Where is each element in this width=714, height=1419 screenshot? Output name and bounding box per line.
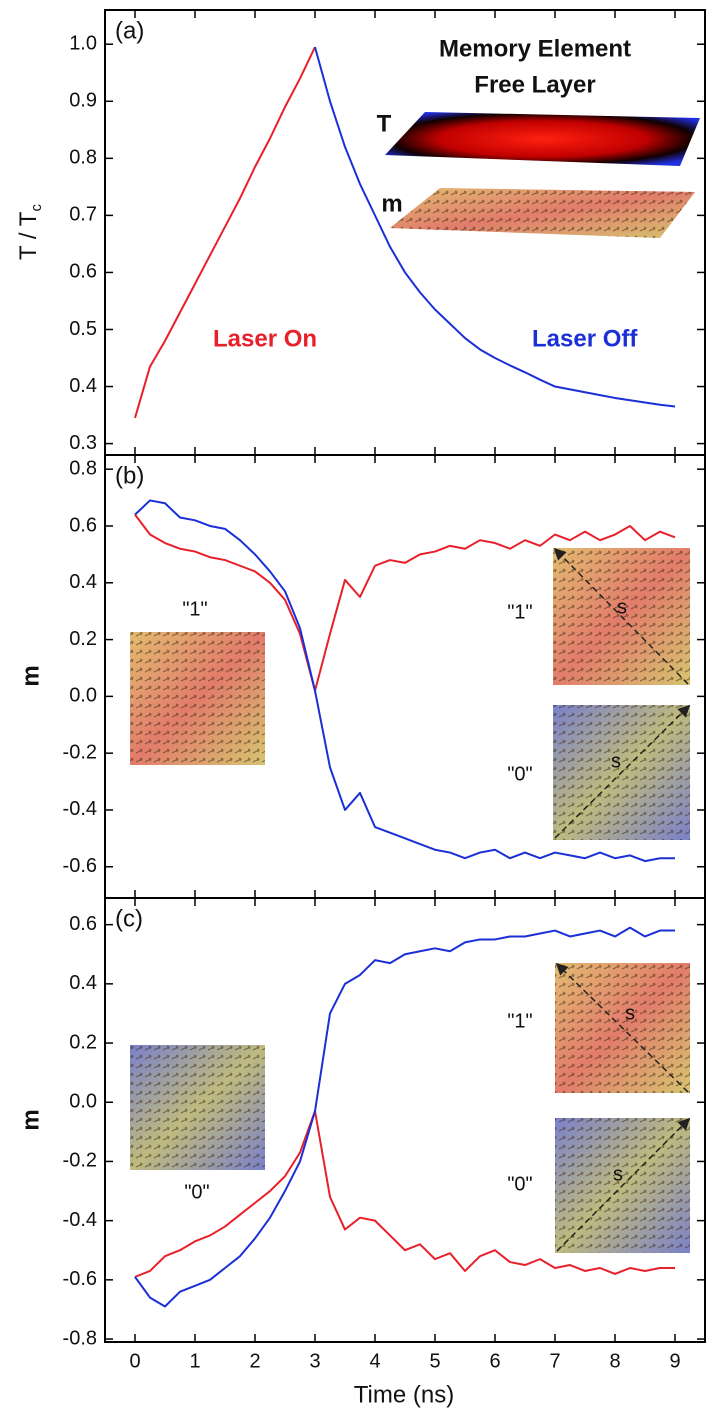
annotation: s [613, 1163, 623, 1185]
x-tick-label: 4 [369, 1350, 380, 1372]
annotation: "1" [507, 601, 532, 623]
path-arrow [555, 962, 689, 1093]
panel-label: (b) [115, 462, 144, 489]
data-line [134, 1110, 675, 1278]
panel-label: (c) [115, 905, 143, 932]
data-line [314, 46, 676, 408]
y-tick-label: -0.6 [63, 855, 97, 877]
annotation: Laser Off [532, 325, 638, 352]
y-axis-label: m [17, 665, 44, 686]
spin-texture-arrows [130, 632, 265, 765]
x-tick-label: 7 [549, 1350, 560, 1372]
y-tick-label: -0.4 [63, 1209, 97, 1231]
temperature-plate [385, 112, 700, 166]
data-line [134, 499, 675, 863]
annotation: "1" [507, 1010, 532, 1032]
data-line [134, 46, 316, 419]
annotation: "0" [507, 1173, 532, 1195]
annotation: "1" [182, 598, 207, 620]
y-tick-label: 0.0 [69, 685, 97, 707]
path-arrow [556, 1117, 691, 1252]
annotation: s [625, 1002, 635, 1024]
annotation: Laser On [213, 325, 317, 352]
x-axis-label: Time (ns) [354, 1381, 454, 1408]
y-tick-label: 0.8 [69, 147, 97, 169]
x-tick-label: 5 [429, 1350, 440, 1372]
y-axis-label-subscript: c [28, 204, 45, 212]
path-arrow [554, 704, 691, 839]
panel-label: (a) [115, 17, 144, 44]
y-tick-label: 0.4 [69, 972, 97, 994]
y-tick-label: 0.4 [69, 571, 97, 593]
y-tick-label: 0.6 [69, 261, 97, 283]
y-tick-label: -0.2 [63, 741, 97, 763]
annotation: s [611, 750, 621, 772]
y-tick-label: -0.4 [63, 798, 97, 820]
y-axis-label-main: T / T [15, 211, 42, 260]
annotation: T [377, 110, 392, 137]
y-tick-label: 0.6 [69, 913, 97, 935]
y-tick-label: 0.6 [69, 514, 97, 536]
data-line [134, 926, 675, 1308]
y-tick-label: 0.7 [69, 204, 97, 226]
annotation: m [381, 190, 402, 217]
annotation: Memory Element [439, 35, 631, 62]
x-tick-label: 9 [669, 1350, 680, 1372]
y-tick-label: 0.5 [69, 318, 97, 340]
y-tick-label: 0.2 [69, 1031, 97, 1053]
y-tick-label: 0.0 [69, 1091, 97, 1113]
y-tick-label: 0.9 [69, 90, 97, 112]
spin-plate-arrows [390, 188, 695, 238]
spin-texture-arrows [130, 1045, 265, 1170]
y-tick-label: -0.2 [63, 1150, 97, 1172]
x-tick-label: 1 [189, 1350, 200, 1372]
x-tick-label: 0 [129, 1350, 140, 1372]
annotation: "0" [184, 1181, 209, 1203]
annotation: Free Layer [474, 71, 595, 98]
inset-a: Memory Element Free Layer T m Laser On L… [213, 35, 700, 352]
y-tick-label: -0.8 [63, 1327, 97, 1349]
path-arrow [553, 547, 689, 685]
y-tick-label: -0.6 [63, 1268, 97, 1290]
x-tick-label: 8 [609, 1350, 620, 1372]
x-tick-label: 6 [489, 1350, 500, 1372]
y-tick-label: 0.2 [69, 628, 97, 650]
x-tick-label: 3 [309, 1350, 320, 1372]
annotation: "0" [507, 763, 532, 785]
y-axis-label: T / Tc [15, 204, 45, 260]
inset-b: "1" "1" s "0" s [130, 547, 691, 840]
x-tick-label: 2 [249, 1350, 260, 1372]
annotation: s [617, 596, 627, 618]
y-axis-label: m [17, 1109, 44, 1130]
inset-c: "1" s "0" s "0" [130, 962, 691, 1253]
y-tick-label: 0.4 [69, 375, 97, 397]
y-tick-label: 0.8 [69, 457, 97, 479]
data-line [134, 514, 676, 692]
y-tick-label: 0.3 [69, 432, 97, 454]
plot-frame [104, 897, 706, 1343]
y-tick-label: 1.0 [69, 33, 97, 55]
